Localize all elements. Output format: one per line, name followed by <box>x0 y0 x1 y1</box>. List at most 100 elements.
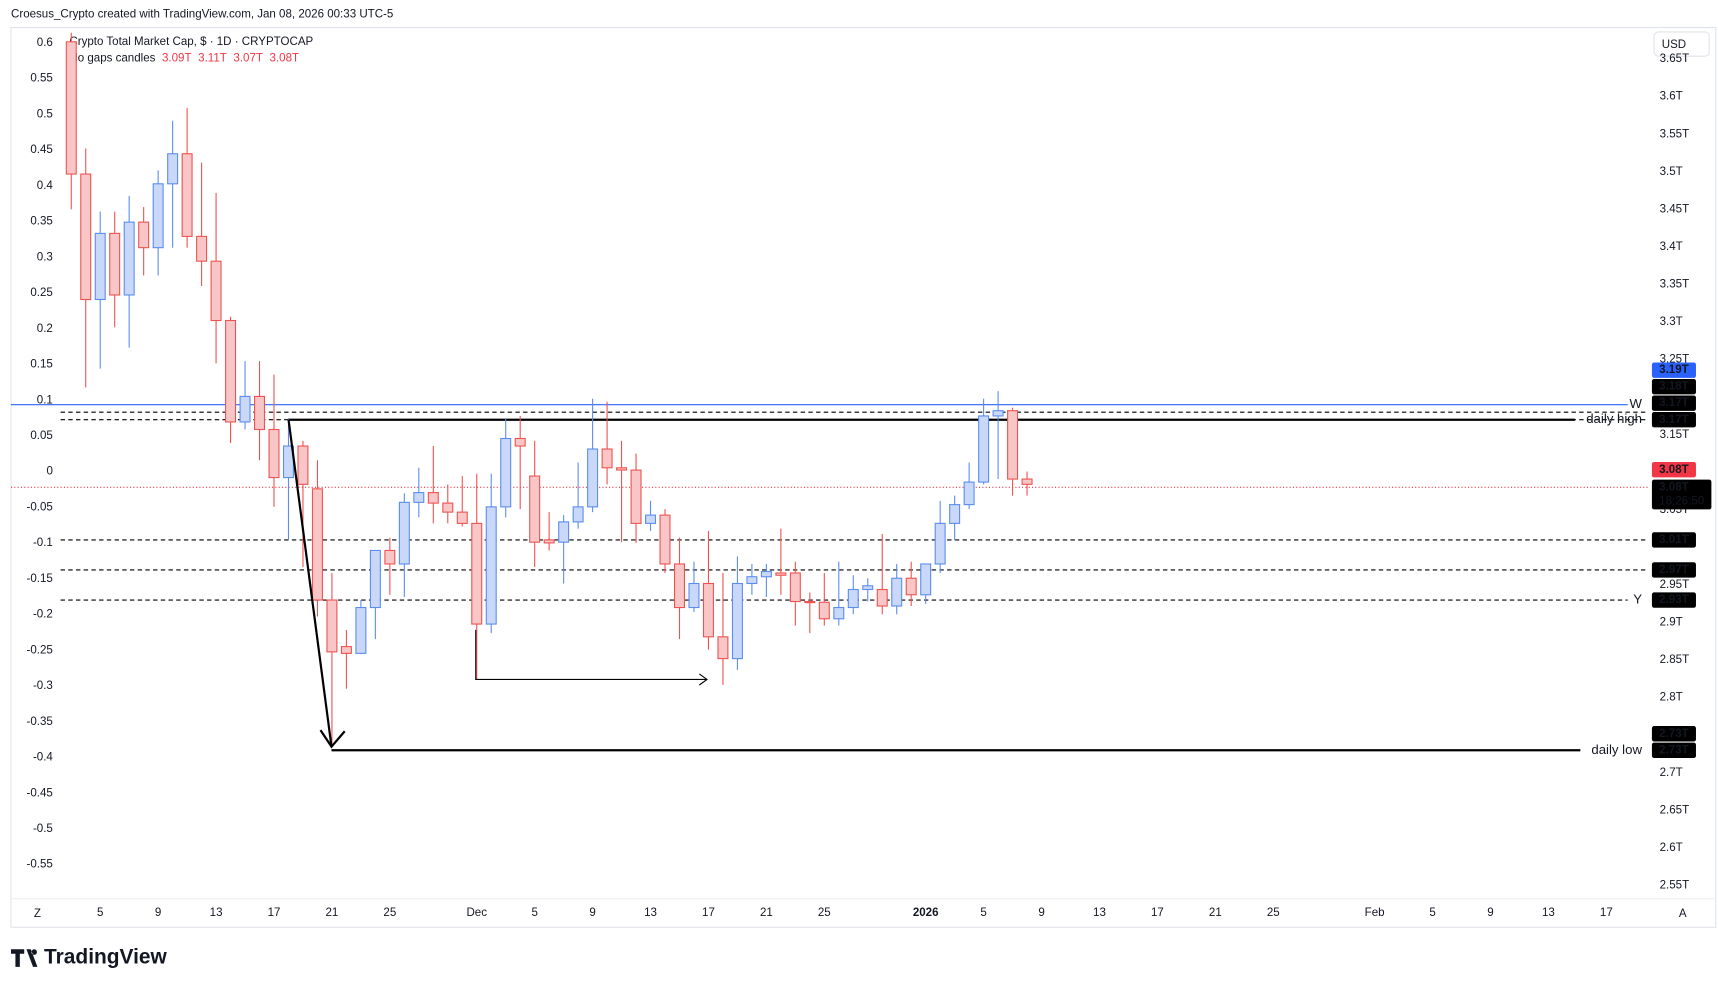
candle-body <box>587 448 599 508</box>
candle-body <box>978 415 990 483</box>
x-tick-label: 13 <box>1542 907 1555 919</box>
candle-body <box>645 514 657 524</box>
candle-body <box>558 521 570 543</box>
candle-body <box>355 606 367 654</box>
candle-body <box>529 475 541 543</box>
candle-body <box>369 549 381 609</box>
candle-body <box>181 153 193 237</box>
candle-body <box>746 576 758 585</box>
candle-body <box>862 585 874 591</box>
candle-body <box>601 448 613 469</box>
candle-body <box>616 467 628 471</box>
x-tick-label: 21 <box>326 907 339 919</box>
countdown-box <box>1651 479 1712 510</box>
candle-body <box>949 504 961 524</box>
y-tick-label: 2.55T <box>1660 880 1690 892</box>
axis-button-left[interactable]: Z <box>34 908 41 920</box>
y2-tick-label: 0.15 <box>30 359 52 371</box>
y-tick-label: 3.5T <box>1660 166 1683 178</box>
y-tick-label: 3.6T <box>1660 91 1683 103</box>
x-tick-label: 17 <box>1600 907 1613 919</box>
y2-tick-label: -0.15 <box>27 573 53 585</box>
level-tag: daily low <box>1591 742 1642 757</box>
candle-body <box>340 646 352 654</box>
candle-body <box>210 260 222 322</box>
candle-body <box>456 511 468 524</box>
x-tick-label: 5 <box>980 907 986 919</box>
x-tick-label: 9 <box>155 907 161 919</box>
level-label: 2.73T <box>1659 728 1689 740</box>
y2-tick-label: 0.05 <box>30 430 52 442</box>
x-tick-label: Feb <box>1365 907 1385 919</box>
candle-body <box>427 492 439 504</box>
y-tick-label: 3.4T <box>1660 241 1683 253</box>
y-tick-label: 3.45T <box>1660 203 1690 215</box>
x-tick-label: 25 <box>383 907 396 919</box>
y-tick-label: 2.8T <box>1660 692 1683 704</box>
candle-body <box>80 173 92 301</box>
level-label: 3.18T <box>1659 381 1689 393</box>
level-label: 2.97T <box>1659 564 1689 576</box>
candle-body <box>731 582 743 660</box>
level-label-box <box>1651 726 1696 742</box>
currency-button[interactable] <box>1653 31 1710 57</box>
x-tick-label: 5 <box>531 907 537 919</box>
drawn-arrowhead <box>319 729 346 749</box>
candle-body <box>254 395 266 431</box>
candle-body <box>413 492 425 503</box>
y2-tick-label: 0 <box>46 466 52 478</box>
candle-body <box>847 588 859 609</box>
y2-tick-label: -0.2 <box>33 609 53 621</box>
candle-body <box>630 469 642 524</box>
x-tick-label: 9 <box>1487 907 1493 919</box>
candle-body <box>818 601 830 620</box>
y2-tick-label: -0.1 <box>33 537 53 549</box>
level-label-box <box>1651 378 1696 395</box>
legend-line: No gaps candles 3.09T 3.11T 3.07T 3.08T <box>69 52 299 64</box>
candle-body <box>876 588 888 607</box>
candle-body <box>239 395 251 423</box>
legend-high: 3.11T <box>198 52 227 64</box>
y-tick-label: 2.95T <box>1660 579 1690 591</box>
level-tag: W <box>1630 396 1643 411</box>
candle-body <box>442 502 454 513</box>
chart-frame <box>10 26 1717 928</box>
y-tick-label: 2.7T <box>1660 767 1683 779</box>
y2-tick-label: 0.3 <box>37 251 53 263</box>
candle-body <box>138 221 150 249</box>
x-tick-label: 2026 <box>913 907 939 919</box>
level-label: 3.17T <box>1659 397 1689 409</box>
legend-close: 3.08T <box>270 52 300 64</box>
x-tick-label: 25 <box>1267 907 1280 919</box>
y2-tick-label: -0.55 <box>27 859 53 871</box>
axis-button-right[interactable]: A <box>1679 908 1687 920</box>
candle-body <box>963 481 975 506</box>
y-tick-label: 2.9T <box>1660 617 1683 629</box>
x-tick-label: Dec <box>466 907 487 919</box>
x-tick-label: 21 <box>1209 907 1222 919</box>
x-tick-label: 17 <box>1151 907 1164 919</box>
candle-body <box>94 232 106 301</box>
level-label-box <box>1651 532 1696 548</box>
x-tick-label: 5 <box>1429 907 1435 919</box>
y-tick-label: 2.65T <box>1660 804 1690 816</box>
candle-body <box>326 599 338 653</box>
level-tag: Y <box>1633 592 1642 607</box>
level-label: 3.01T <box>1659 534 1689 546</box>
currency-label[interactable]: USD <box>1662 39 1686 51</box>
y2-tick-label: -0.4 <box>33 752 53 764</box>
x-tick-label: 13 <box>644 907 657 919</box>
candle-body <box>123 221 135 296</box>
logo: TradingView <box>11 946 168 969</box>
x-tick-label: 13 <box>1093 907 1106 919</box>
candle-body <box>297 445 309 485</box>
candle-body <box>804 600 816 604</box>
candle-body <box>891 577 903 607</box>
candle-body <box>485 506 497 625</box>
candle-body <box>572 506 584 523</box>
y-tick-label: 3.35T <box>1660 279 1690 291</box>
legend-low: 3.07T <box>233 52 263 64</box>
level-label-box <box>1651 742 1696 758</box>
